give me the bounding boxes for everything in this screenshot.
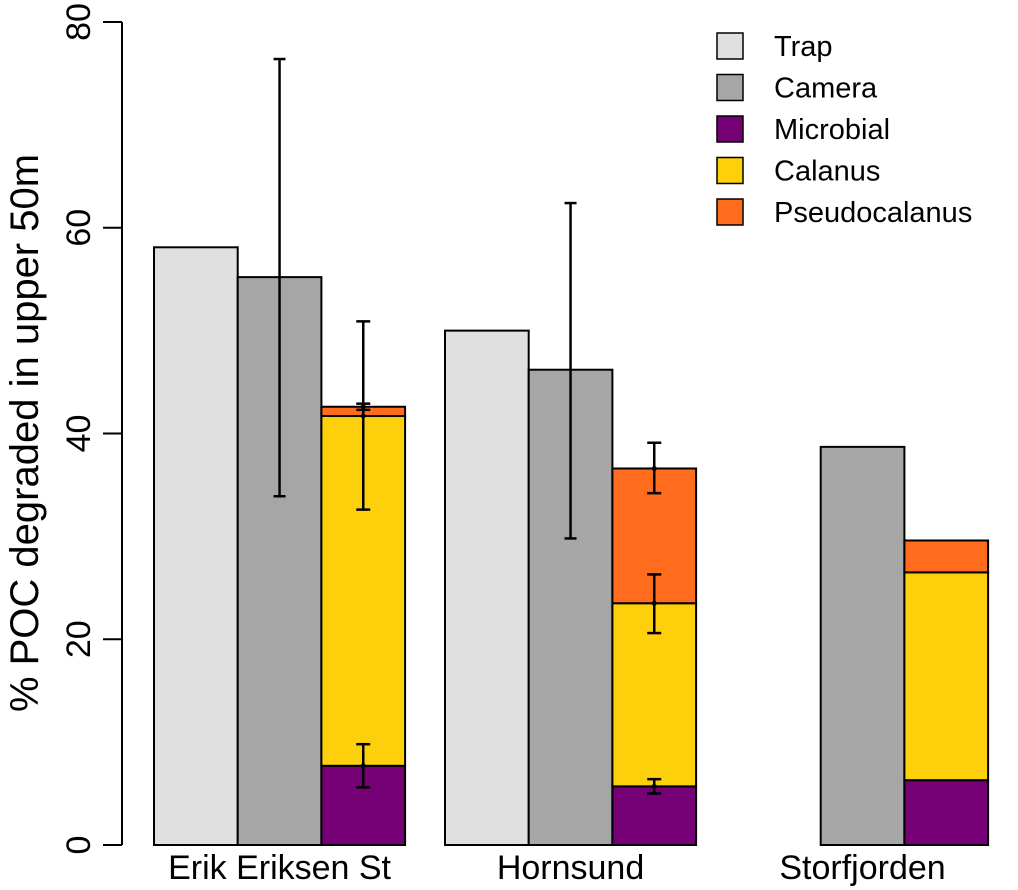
error-bar-hornsund-calanus	[647, 573, 662, 635]
error-bars	[273, 57, 662, 795]
y-tick-label: 80	[60, 3, 98, 41]
legend-item-trap: Trap	[716, 31, 833, 63]
y-tick-label: 60	[60, 209, 98, 247]
error-bar-erik-eriksen-st-calanus	[356, 320, 371, 511]
error-bar-hornsund-pseudocalanus	[647, 441, 662, 495]
legend-label-trap: Trap	[774, 31, 833, 63]
x-group-label-erik-eriksen-st: Erik Eriksen St	[168, 849, 391, 887]
legend-label-camera: Camera	[774, 73, 878, 105]
bar-pseudocalanus-storfjorden	[903, 539, 990, 574]
x-group-label-hornsund: Hornsund	[497, 849, 644, 887]
bar-calanus-storfjorden	[903, 571, 990, 782]
x-axis-labels: Erik Eriksen St Hornsund Storfjorden	[168, 849, 946, 887]
legend-label-pseudocalanus: Pseudocalanus	[774, 197, 972, 229]
legend-swatch-camera	[716, 73, 744, 102]
legend-item-camera: Camera	[716, 73, 878, 105]
error-bar-hornsund-microbial	[647, 777, 662, 795]
bar-camera-storfjorden	[819, 445, 906, 846]
x-group-label-storfjorden: Storfjorden	[779, 849, 945, 887]
legend-label-microbial: Microbial	[774, 114, 890, 146]
legend-swatch-microbial	[716, 115, 744, 143]
y-tick-label: 40	[60, 415, 98, 453]
bar-trap-erik-eriksen-st	[153, 246, 239, 846]
legend-item-calanus: Calanus	[716, 156, 880, 188]
bar-microbial-storfjorden	[903, 779, 990, 846]
legend-swatch-calanus	[716, 156, 744, 185]
error-bar-hornsund-camera	[564, 201, 577, 540]
bar-microbial-hornsund	[611, 785, 698, 847]
error-bar-erik-eriksen-st-camera	[273, 57, 286, 498]
bar-trap-hornsund	[444, 329, 530, 846]
legend-swatch-trap	[716, 32, 744, 60]
y-tick-label: 0	[60, 836, 98, 855]
y-axis: 0 20 40 60 80	[60, 3, 123, 855]
legend: Trap Camera Microbial Calanus Pseudocalanus	[716, 31, 972, 229]
error-bar-erik-eriksen-st-pseudocalanus	[356, 402, 371, 412]
legend-item-microbial: Microbial	[716, 114, 890, 146]
legend-swatch-pseudocalanus	[716, 198, 744, 226]
error-bar-erik-eriksen-st-microbial	[356, 742, 371, 789]
legend-item-pseudocalanus: Pseudocalanus	[716, 197, 972, 229]
y-tick-label: 20	[60, 620, 98, 658]
y-axis-label: % POC degraded in upper 50m	[3, 154, 47, 712]
legend-label-calanus: Calanus	[774, 156, 880, 188]
